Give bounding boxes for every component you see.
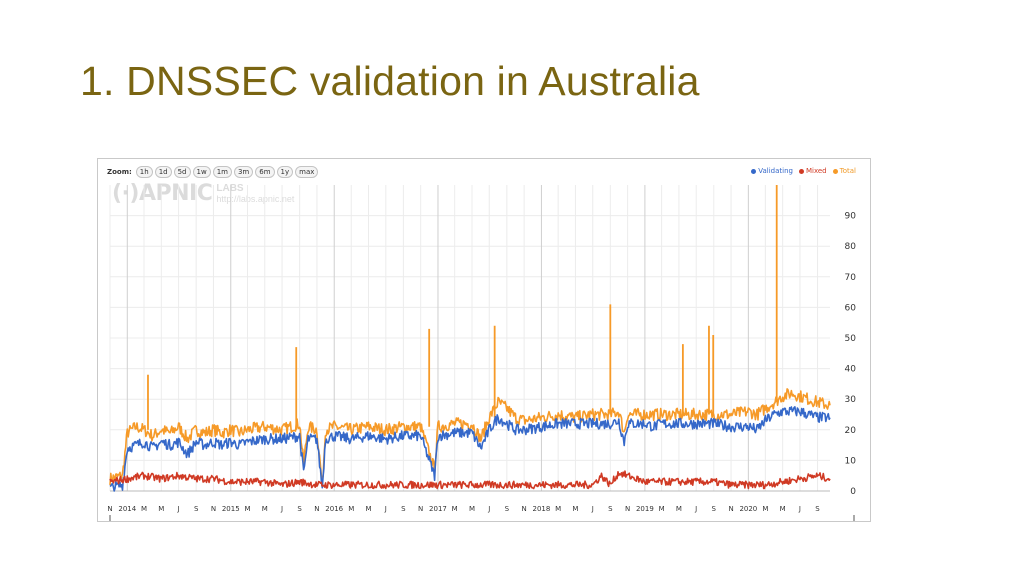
legend-label-mixed: Mixed: [805, 167, 827, 175]
x-tick-label: M: [676, 505, 682, 513]
x-tick-label: S: [297, 505, 302, 513]
series-line-validating[interactable]: [109, 406, 831, 492]
legend-label-validating: Validating: [758, 167, 793, 175]
x-tick-label: N: [625, 505, 630, 513]
x-tick-label: 2015: [222, 505, 240, 513]
x-tick-label: M: [469, 505, 475, 513]
zoom-max-button[interactable]: max: [295, 166, 319, 178]
plot-area[interactable]: 0 10 20 30 40 50 60 70 80 90 N 2014 M M J S N 2015 M M J S N 20…: [98, 159, 870, 521]
y-tick-label: 10: [845, 456, 857, 466]
x-tick-label: J: [177, 505, 180, 513]
x-tick-label: S: [401, 505, 406, 513]
x-tick-label: M: [555, 505, 561, 513]
x-tick-label: 2018: [533, 505, 551, 513]
x-tick-label: M: [262, 505, 268, 513]
y-tick-label: 50: [845, 334, 857, 344]
x-tick-label: N: [107, 505, 112, 513]
x-tick-label: N: [314, 505, 319, 513]
dnssec-chart: Zoom: 1h 1d 5d 1w 1m 3m 6m 1y max Valida…: [97, 158, 871, 522]
x-tick-label: N: [728, 505, 733, 513]
legend-label-total: Total: [839, 167, 856, 175]
x-tick-label: M: [365, 505, 371, 513]
x-tick-label: S: [712, 505, 717, 513]
y-tick-label: 20: [845, 426, 857, 436]
x-tick-label: M: [244, 505, 250, 513]
legend-dot-total: [832, 168, 838, 174]
series-line-total[interactable]: [109, 388, 831, 485]
x-tick-label: 2017: [429, 505, 447, 513]
zoom-1d-button[interactable]: 1d: [154, 166, 172, 178]
y-tick-label: 90: [845, 212, 857, 222]
x-tick-label: M: [659, 505, 665, 513]
x-tick-label: J: [798, 505, 801, 513]
y-tick-label: 40: [845, 365, 857, 375]
x-tick-label: S: [608, 505, 613, 513]
y-tick-label: 0: [850, 487, 856, 497]
x-tick-label: J: [591, 505, 594, 513]
zoom-3m-button[interactable]: 3m: [233, 166, 254, 178]
legend-dot-mixed: [798, 168, 804, 174]
x-tick-label: N: [522, 505, 527, 513]
y-tick-label: 70: [845, 273, 857, 283]
y-tick-label: 30: [845, 395, 857, 405]
x-tick-label: J: [694, 505, 697, 513]
x-tick-label: 2016: [325, 505, 343, 513]
zoom-1h-button[interactable]: 1h: [135, 166, 153, 178]
x-tick-label: M: [141, 505, 147, 513]
x-tick-label: J: [280, 505, 283, 513]
slide-title: 1. DNSSEC validation in Australia: [80, 58, 700, 104]
legend-item-validating[interactable]: Validating: [751, 167, 793, 175]
chart-legend: Validating Mixed Total: [751, 167, 856, 175]
x-tick-label: M: [158, 505, 164, 513]
y-tick-label: 80: [845, 242, 857, 252]
zoom-1y-button[interactable]: 1y: [276, 166, 294, 178]
y-tick-label: 60: [845, 303, 857, 313]
x-tick-label: S: [815, 505, 820, 513]
x-tick-label: M: [572, 505, 578, 513]
x-tick-label: J: [384, 505, 387, 513]
watermark-labs: LABS: [216, 182, 244, 194]
x-tick-label: M: [762, 505, 768, 513]
zoom-5d-button[interactable]: 5d: [173, 166, 191, 178]
series-line-mixed[interactable]: [109, 470, 831, 490]
zoom-1w-button[interactable]: 1w: [192, 166, 211, 178]
zoom-bar: Zoom: 1h 1d 5d 1w 1m 3m 6m 1y max: [107, 166, 319, 178]
watermark-url: http://labs.apnic.net: [216, 193, 295, 204]
x-tick-label: 2019: [636, 505, 654, 513]
zoom-1m-button[interactable]: 1m: [212, 166, 232, 178]
x-tick-label: N: [418, 505, 423, 513]
legend-dot-validating: [751, 168, 757, 174]
x-tick-label: M: [452, 505, 458, 513]
zoom-6m-button[interactable]: 6m: [255, 166, 275, 178]
x-tick-label: 2020: [739, 505, 757, 513]
x-tick-label: M: [348, 505, 354, 513]
x-tick-label: S: [505, 505, 510, 513]
x-tick-label: S: [194, 505, 199, 513]
legend-item-mixed[interactable]: Mixed: [798, 167, 827, 175]
legend-item-total[interactable]: Total: [832, 167, 856, 175]
x-tick-label: N: [211, 505, 216, 513]
x-tick-label: 2014: [118, 505, 136, 513]
x-tick-label: M: [780, 505, 786, 513]
x-tick-label: J: [487, 505, 490, 513]
zoom-label: Zoom:: [107, 168, 132, 176]
